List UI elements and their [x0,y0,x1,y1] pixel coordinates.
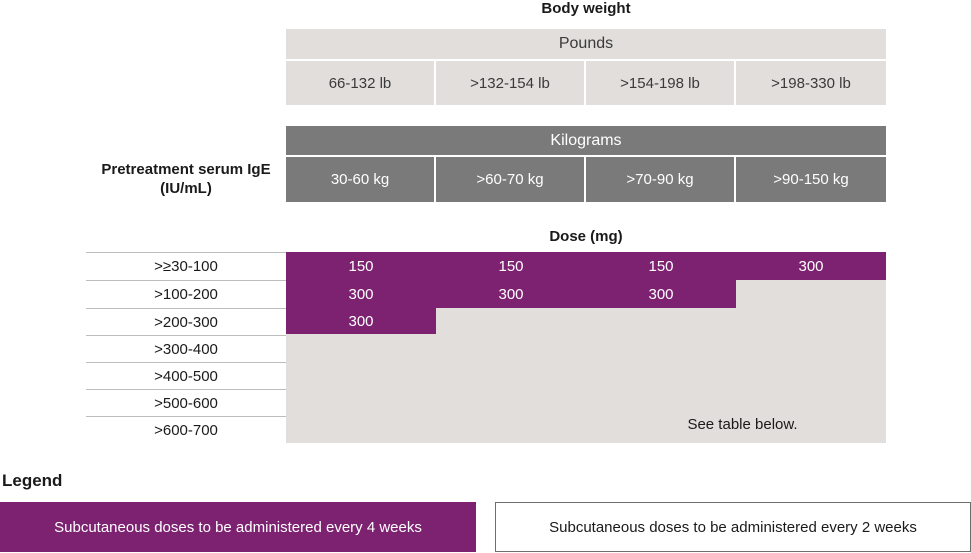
dose-cell: 300 [648,285,674,303]
legend-every-4-weeks: Subcutaneous doses to be administered ev… [0,502,476,552]
pounds-range-4: >198-330 lb [736,61,886,105]
ige-row-label: >200-300 [86,308,286,335]
dose-row-2: 300 300 300 [286,280,736,308]
dose-cell: 150 [348,257,374,275]
dose-row-3: 300 [286,308,436,334]
ige-row-label: >300-400 [86,335,286,362]
kilograms-header: Kilograms [286,126,886,155]
pounds-range-2: >132-154 lb [436,61,584,105]
ige-row-label: >600-700 [86,416,286,443]
kg-range-1: 30-60 kg [286,157,434,202]
pounds-header: Pounds [286,29,886,59]
dose-cell: 300 [348,312,374,330]
dose-row-1: 150 150 150 300 [286,252,886,280]
ige-row-label: >400-500 [86,362,286,389]
ige-label: Pretreatment serum IgE (IU/mL) [101,161,271,197]
ige-row-label: >100-200 [86,280,286,308]
dose-cell: 300 [798,257,824,275]
kg-range-2: >60-70 kg [436,157,584,202]
ige-row-label: >≥30-100 [86,252,286,280]
pounds-range-3: >154-198 lb [586,61,734,105]
dose-cell: 300 [498,285,524,303]
ige-row-label: >500-600 [86,389,286,416]
kg-range-4: >90-150 kg [736,157,886,202]
body-weight-title: Body weight [541,0,631,17]
dose-cell: 300 [348,285,374,303]
kg-range-3: >70-90 kg [586,157,734,202]
pounds-range-1: 66-132 lb [286,61,434,105]
see-table-below-note: See table below. [687,415,798,433]
legend-title: Legend [2,471,63,490]
dose-cell: 150 [648,257,674,275]
legend-every-2-weeks: Subcutaneous doses to be administered ev… [495,502,971,552]
dose-title: Dose (mg) [549,227,623,245]
dose-cell: 150 [498,257,524,275]
